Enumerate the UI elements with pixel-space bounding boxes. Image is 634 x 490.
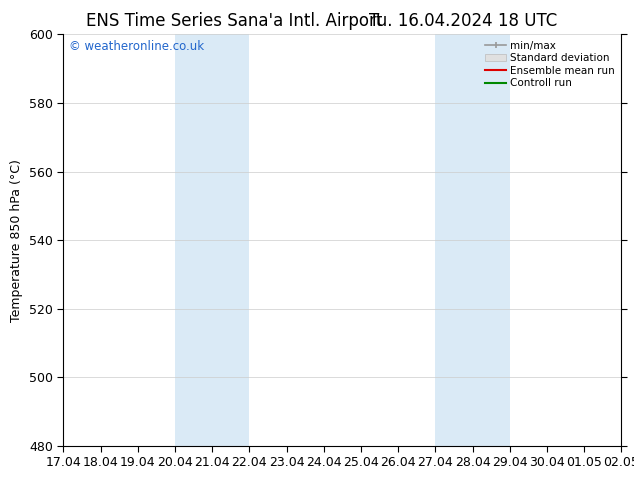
Y-axis label: Temperature 850 hPa (°C): Temperature 850 hPa (°C) [10, 159, 23, 321]
Text: ENS Time Series Sana'a Intl. Airport: ENS Time Series Sana'a Intl. Airport [86, 12, 383, 30]
Text: Tu. 16.04.2024 18 UTC: Tu. 16.04.2024 18 UTC [369, 12, 557, 30]
Text: © weatheronline.co.uk: © weatheronline.co.uk [69, 41, 204, 53]
Bar [436, 34, 510, 446]
Bar [175, 34, 249, 446]
Legend: min/max, Standard deviation, Ensemble mean run, Controll run: min/max, Standard deviation, Ensemble me… [482, 37, 618, 92]
